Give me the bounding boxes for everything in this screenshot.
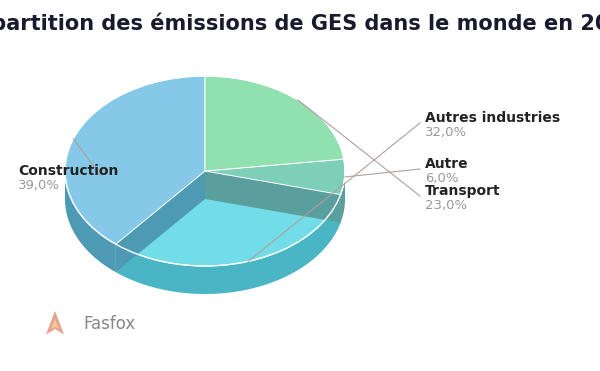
Text: 23,0%: 23,0%: [425, 199, 467, 212]
Polygon shape: [205, 171, 341, 223]
Text: Transport: Transport: [425, 184, 500, 198]
Text: 39,0%: 39,0%: [18, 179, 60, 192]
Text: Autre: Autre: [425, 157, 469, 171]
Text: Autres industries: Autres industries: [425, 111, 560, 125]
Polygon shape: [116, 171, 341, 266]
Polygon shape: [116, 195, 341, 294]
Polygon shape: [205, 159, 345, 195]
Polygon shape: [116, 171, 205, 272]
Text: Construction: Construction: [18, 164, 118, 178]
Polygon shape: [341, 171, 345, 223]
Polygon shape: [205, 76, 344, 171]
Text: Répartition des émissions de GES dans le monde en 2017: Répartition des émissions de GES dans le…: [0, 13, 600, 35]
Polygon shape: [205, 171, 341, 223]
Text: 32,0%: 32,0%: [425, 126, 467, 139]
Polygon shape: [50, 319, 59, 329]
Text: Fasfox: Fasfox: [83, 315, 135, 332]
Polygon shape: [65, 171, 116, 272]
Polygon shape: [116, 171, 205, 272]
Polygon shape: [46, 311, 64, 334]
Text: 6,0%: 6,0%: [425, 172, 458, 185]
Polygon shape: [65, 76, 205, 244]
